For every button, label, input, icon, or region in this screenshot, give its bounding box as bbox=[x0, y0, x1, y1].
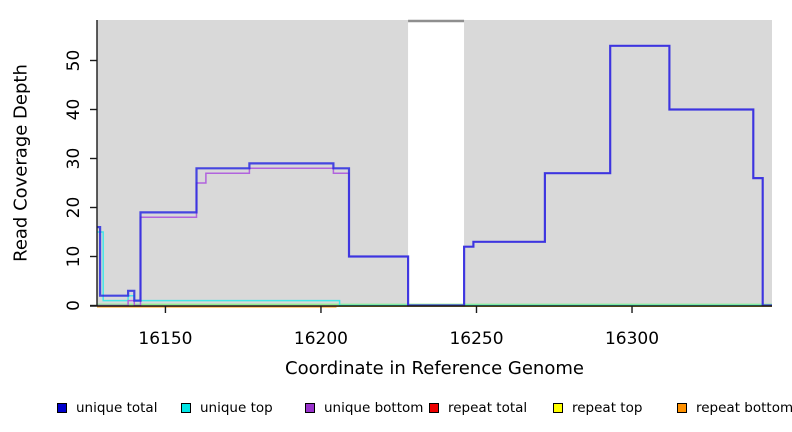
y-tick-label: 30 bbox=[64, 148, 84, 170]
legend-swatch-icon bbox=[553, 403, 563, 413]
legend-label: unique bottom bbox=[324, 400, 424, 416]
y-axis-title: Read Coverage Depth bbox=[10, 64, 32, 262]
legend-swatch-icon bbox=[181, 403, 191, 413]
legend: unique total unique top unique bottom repea… bbox=[0, 398, 792, 422]
legend-item-repeat-bottom: repeat bottom bbox=[677, 398, 792, 418]
y-tick-label: 10 bbox=[64, 246, 84, 268]
legend-label: repeat top bbox=[572, 400, 643, 416]
y-tick-label: 40 bbox=[64, 99, 84, 121]
gap-region bbox=[408, 20, 465, 306]
legend-item-repeat-top: repeat top bbox=[553, 398, 642, 418]
x-axis-title: Coordinate in Reference Genome bbox=[285, 358, 584, 379]
legend-item-unique-top: unique top bbox=[181, 398, 273, 418]
x-tick-label: 16300 bbox=[605, 329, 659, 349]
legend-swatch-icon bbox=[429, 403, 439, 413]
legend-swatch-icon bbox=[305, 403, 315, 413]
coverage-plot: 16150 16200 16250 16300 0 10 20 30 40 50 bbox=[64, 19, 772, 349]
y-tick-label: 50 bbox=[64, 50, 84, 72]
legend-item-unique-total: unique total bbox=[57, 398, 157, 418]
series-line-unique-top bbox=[97, 231, 772, 307]
legend-swatch-icon bbox=[677, 403, 687, 413]
legend-item-repeat-total: repeat total bbox=[429, 398, 527, 418]
legend-item-unique-bottom: unique bottom bbox=[305, 398, 423, 418]
legend-label: repeat bottom bbox=[696, 400, 792, 416]
series-line-unique-total bbox=[97, 44, 772, 307]
legend-label: repeat total bbox=[448, 400, 528, 416]
legend-label: unique total bbox=[76, 400, 158, 416]
x-tick-label: 16250 bbox=[449, 329, 503, 349]
legend-label: unique top bbox=[200, 400, 273, 416]
y-tick-label: 20 bbox=[64, 197, 84, 219]
x-tick-label: 16150 bbox=[138, 329, 192, 349]
y-tick-label: 0 bbox=[64, 300, 84, 311]
legend-swatch-icon bbox=[57, 403, 67, 413]
x-tick-label: 16200 bbox=[294, 329, 348, 349]
